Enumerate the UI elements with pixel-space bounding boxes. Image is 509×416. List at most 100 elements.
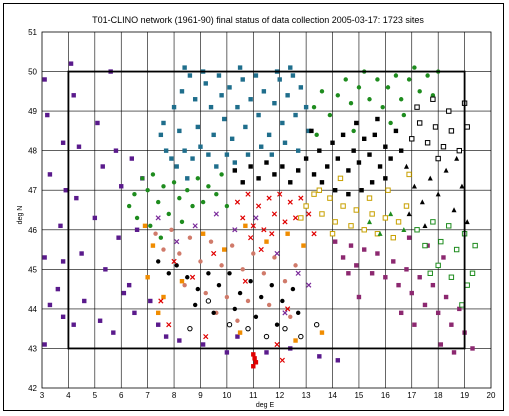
data-point (298, 195, 304, 201)
data-point (60, 314, 66, 319)
x-tick-label: 15 (354, 391, 363, 400)
data-point (126, 203, 132, 209)
x-tick-label: 14 (328, 391, 337, 400)
data-point (211, 250, 217, 257)
data-point (359, 188, 364, 193)
data-point (430, 219, 436, 225)
data-point (266, 132, 272, 138)
data-point (469, 270, 476, 276)
data-point (306, 128, 311, 134)
data-point (367, 97, 372, 102)
data-point (412, 322, 417, 327)
data-point (356, 294, 362, 300)
data-point (97, 318, 103, 323)
data-point (235, 318, 240, 323)
data-point (337, 175, 344, 182)
data-point (313, 322, 320, 328)
data-point (222, 247, 227, 252)
data-point (200, 342, 206, 347)
data-point (237, 330, 243, 335)
data-point (206, 184, 211, 189)
data-point (185, 275, 190, 280)
data-point (177, 128, 182, 134)
data-point (459, 302, 465, 308)
data-point (414, 104, 420, 110)
data-point (235, 334, 240, 339)
data-point (264, 160, 269, 165)
data-point (346, 168, 351, 173)
data-point (240, 180, 245, 185)
data-point (351, 128, 356, 134)
data-point (443, 167, 449, 173)
data-point (406, 77, 412, 82)
data-point (293, 112, 298, 118)
data-point (174, 263, 179, 268)
data-point (264, 350, 269, 355)
data-point (182, 148, 187, 153)
data-point (240, 267, 245, 272)
data-point (200, 199, 206, 205)
data-point (47, 172, 53, 177)
data-point (234, 199, 241, 205)
data-point (453, 246, 460, 253)
data-point (195, 176, 201, 181)
x-tick-label: 19 (460, 391, 469, 400)
data-point (295, 168, 301, 173)
data-point (237, 290, 243, 296)
y-tick-label: 46 (28, 226, 37, 235)
data-point (187, 73, 193, 78)
data-point (179, 89, 185, 94)
data-point (435, 191, 441, 197)
data-point (382, 215, 389, 221)
data-point (432, 124, 439, 130)
data-point (206, 152, 211, 157)
data-point (440, 144, 447, 150)
data-point (292, 215, 299, 221)
data-point (192, 97, 198, 102)
data-point (362, 136, 367, 141)
data-point (375, 251, 380, 256)
data-point (100, 164, 105, 169)
data-point (211, 310, 216, 316)
data-point (161, 120, 166, 126)
x-tick-label: 8 (172, 391, 177, 400)
data-point (245, 152, 251, 157)
data-point (171, 180, 177, 185)
data-point (55, 286, 61, 292)
data-point (253, 360, 259, 365)
data-point (264, 239, 269, 244)
data-point (229, 243, 235, 248)
data-point (303, 156, 309, 161)
data-point (153, 231, 158, 236)
data-points (42, 61, 478, 369)
data-point (282, 140, 288, 145)
data-point (380, 104, 385, 110)
data-point (348, 223, 354, 229)
data-point (390, 234, 396, 241)
data-point (288, 180, 293, 185)
data-point (269, 231, 275, 237)
data-point (266, 195, 272, 201)
data-point (303, 104, 309, 110)
data-point (288, 314, 293, 319)
data-point (332, 219, 338, 225)
data-point (208, 104, 214, 110)
data-point (449, 322, 454, 327)
data-point (285, 93, 290, 98)
y-tick-label: 51 (28, 28, 37, 37)
data-point (298, 215, 304, 221)
data-point (343, 77, 348, 82)
data-point (232, 227, 238, 233)
data-point (216, 73, 222, 78)
data-point (185, 176, 190, 181)
y-tick-label: 43 (28, 344, 37, 353)
data-point (68, 61, 74, 66)
data-point (261, 227, 267, 233)
data-point (179, 279, 185, 284)
data-point (150, 243, 156, 248)
y-tick-label: 47 (28, 186, 37, 195)
data-point (113, 148, 119, 153)
data-point (71, 322, 76, 327)
data-point (187, 235, 193, 240)
data-point (303, 203, 309, 209)
